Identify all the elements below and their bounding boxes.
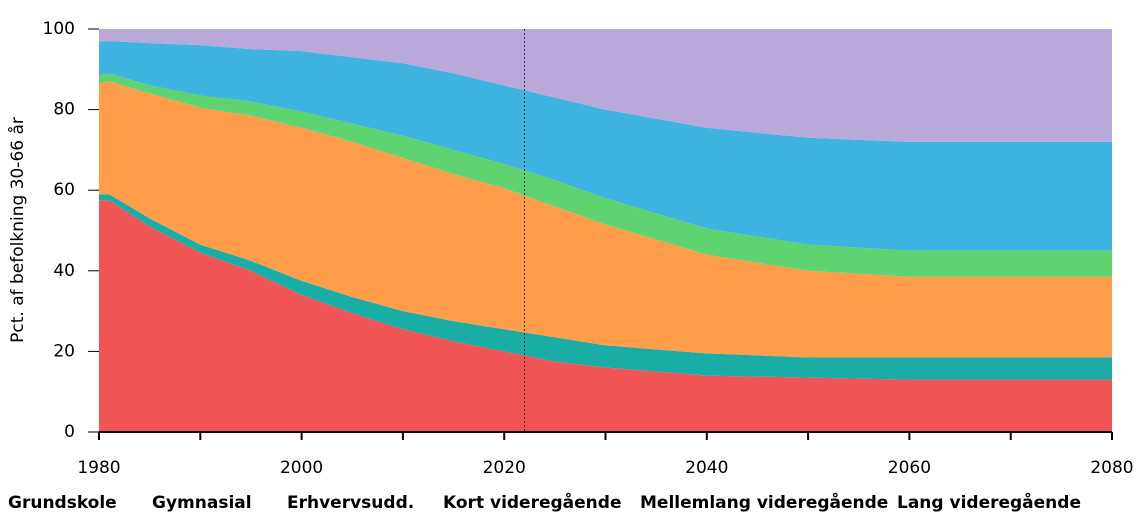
y-axis-label: Pct. af befolkning 30-66 år bbox=[7, 117, 28, 343]
legend-entry: Erhvervsudd. bbox=[287, 493, 414, 513]
legend-entry: Gymnasial bbox=[152, 493, 252, 513]
y-tick-label: 40 bbox=[53, 261, 75, 281]
y-tick-label: 20 bbox=[53, 341, 75, 361]
y-tick-label: 0 bbox=[64, 422, 75, 442]
area bbox=[99, 81, 1112, 358]
area bbox=[99, 200, 1112, 432]
legend-entry: Kort videregående bbox=[443, 491, 621, 513]
x-tick-label: 2080 bbox=[1090, 458, 1133, 478]
y-tick-label: 80 bbox=[53, 100, 75, 120]
legend-entry: Grundskole bbox=[8, 493, 117, 513]
area bbox=[99, 29, 1112, 142]
y-tick-label: 60 bbox=[53, 180, 75, 200]
legend-entry: Lang videregående bbox=[897, 491, 1081, 513]
x-tick-label: 2060 bbox=[888, 458, 931, 478]
x-tick-label: 1980 bbox=[77, 458, 120, 478]
x-tick-label: 2020 bbox=[483, 458, 526, 478]
legend-entry: Mellemlang videregående bbox=[640, 491, 888, 513]
x-tick-label: 2000 bbox=[280, 458, 323, 478]
y-tick-label: 100 bbox=[43, 19, 75, 39]
x-tick-label: 2040 bbox=[685, 458, 728, 478]
area bbox=[99, 41, 1112, 251]
area bbox=[99, 73, 1112, 277]
area bbox=[99, 194, 1112, 380]
